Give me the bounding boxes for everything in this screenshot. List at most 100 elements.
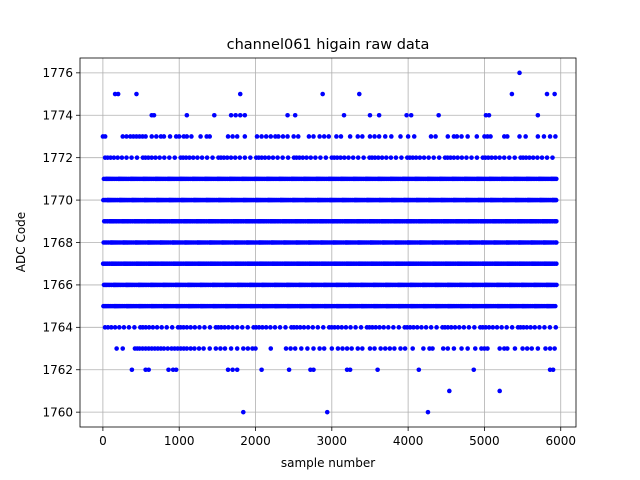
data-point — [509, 325, 515, 330]
data-point — [164, 325, 170, 330]
data-point — [344, 346, 350, 351]
data-point — [239, 325, 245, 330]
data-point — [134, 91, 139, 97]
data-point — [297, 325, 303, 330]
data-point — [408, 112, 414, 118]
data-point — [221, 155, 227, 160]
data-point — [218, 325, 224, 330]
data-point — [161, 134, 167, 139]
data-point — [317, 346, 322, 351]
data-point — [202, 325, 207, 330]
data-point — [517, 134, 522, 139]
data-point — [524, 325, 530, 330]
data-point — [370, 325, 375, 330]
data-point — [285, 134, 290, 139]
data-point — [404, 112, 409, 118]
data-point — [161, 346, 167, 351]
data-point — [544, 91, 550, 97]
data-point — [421, 346, 426, 351]
data-point — [414, 325, 420, 330]
data-point — [230, 367, 235, 373]
data-point — [499, 325, 504, 330]
data-point — [224, 155, 230, 160]
data-point — [291, 134, 296, 139]
x-tick-label: 4000 — [393, 434, 424, 448]
data-point — [355, 155, 361, 160]
data-point — [553, 197, 559, 203]
chart-title: channel061 higain raw data — [227, 37, 430, 53]
data-point — [306, 134, 312, 139]
data-point — [228, 155, 234, 160]
data-point — [234, 325, 240, 330]
data-point — [459, 155, 465, 160]
data-point — [232, 155, 238, 160]
data-point — [512, 346, 518, 351]
data-point — [237, 155, 243, 160]
data-point — [234, 346, 240, 351]
data-point — [506, 155, 512, 160]
data-point — [305, 325, 311, 330]
data-point — [334, 155, 340, 160]
data-point — [192, 325, 198, 330]
data-point — [311, 346, 316, 351]
data-point — [318, 155, 323, 160]
x-tick-label: 1000 — [164, 434, 195, 448]
data-point — [410, 346, 416, 351]
data-point — [376, 155, 381, 160]
data-point — [436, 155, 442, 160]
data-point — [341, 112, 347, 118]
data-point — [532, 325, 538, 330]
data-point — [459, 346, 464, 351]
data-point — [192, 346, 197, 351]
data-point — [356, 91, 362, 97]
x-tick-label: 3000 — [317, 434, 348, 448]
data-point — [262, 155, 268, 160]
data-point — [389, 134, 394, 139]
data-point — [537, 325, 542, 330]
data-point — [448, 155, 453, 160]
data-point — [431, 155, 437, 160]
data-point — [543, 346, 548, 351]
data-point — [347, 134, 353, 139]
data-point — [428, 325, 434, 330]
data-point — [176, 134, 182, 139]
data-point — [398, 134, 403, 139]
data-point — [199, 155, 205, 160]
data-point — [253, 346, 258, 351]
x-axis-ticks: 0 1000 2000 3000 4000 5000 6000 — [99, 427, 576, 448]
data-point — [360, 346, 365, 351]
data-point — [305, 346, 310, 351]
data-point — [283, 325, 288, 330]
data-point — [285, 155, 291, 160]
data-point — [120, 134, 126, 139]
data-point — [167, 134, 173, 139]
data-point — [423, 325, 429, 330]
data-point — [541, 134, 547, 139]
data-point — [416, 367, 422, 373]
data-point — [124, 155, 129, 160]
data-point — [114, 346, 119, 351]
data-point — [272, 325, 278, 330]
data-point — [547, 134, 553, 139]
data-point — [347, 367, 353, 373]
data-point — [228, 346, 234, 351]
data-point — [292, 346, 298, 351]
data-point — [367, 112, 373, 118]
data-point — [207, 325, 213, 330]
data-point — [524, 346, 530, 351]
data-point — [335, 325, 341, 330]
data-point — [517, 70, 522, 76]
data-point — [276, 134, 281, 139]
data-point — [455, 155, 460, 160]
data-point — [382, 134, 388, 139]
data-point — [554, 282, 559, 288]
data-point — [497, 346, 502, 351]
y-tick-label: 1776 — [42, 66, 73, 80]
data-point — [428, 134, 434, 139]
data-point — [188, 346, 193, 351]
data-point — [461, 325, 467, 330]
x-tick-label: 2000 — [240, 434, 271, 448]
data-point — [451, 155, 457, 160]
data-point — [228, 112, 234, 118]
